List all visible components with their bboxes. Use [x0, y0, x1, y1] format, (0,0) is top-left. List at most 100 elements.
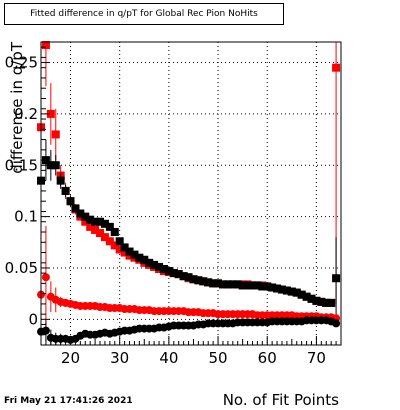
data-point — [86, 222, 95, 231]
data-point — [258, 282, 267, 291]
data-point — [71, 204, 80, 213]
data-point — [46, 161, 55, 170]
y-tick-label: 0.05 — [5, 259, 38, 277]
data-point — [140, 255, 149, 264]
grid — [41, 42, 341, 345]
x-tick-label: 20 — [61, 349, 80, 367]
data-point — [105, 237, 114, 246]
data-point — [194, 276, 203, 285]
x-tick-label: 50 — [209, 349, 228, 367]
data-point — [96, 229, 105, 238]
data-point — [179, 272, 188, 281]
data-point — [130, 250, 139, 259]
data-point — [91, 225, 100, 234]
data-point — [150, 260, 159, 269]
data-point — [135, 253, 144, 262]
data-point — [268, 283, 277, 292]
data-point — [327, 298, 336, 307]
data-point — [110, 241, 119, 250]
data-point — [115, 237, 124, 246]
data-point — [322, 298, 331, 307]
data-point — [292, 288, 301, 297]
data-point — [233, 280, 242, 289]
y-tick-label: 0.15 — [5, 156, 38, 174]
data-point — [169, 269, 178, 278]
data-point — [248, 281, 257, 290]
data-point — [100, 219, 109, 228]
data-point — [120, 248, 129, 257]
data-point — [96, 217, 105, 226]
data-point — [184, 273, 193, 282]
plot-frame — [40, 41, 342, 346]
data-point — [125, 247, 134, 256]
data-point — [91, 217, 100, 226]
chart-title-box: Fitted difference in q/pT for Global Rec… — [4, 3, 284, 25]
data-point — [41, 41, 50, 50]
data-point — [81, 217, 90, 226]
data-point — [238, 281, 247, 290]
data-point — [164, 267, 173, 276]
data-point — [81, 212, 90, 221]
data-point — [86, 215, 95, 224]
data-point — [297, 290, 306, 299]
data-point — [287, 287, 296, 296]
data-point — [317, 297, 326, 306]
series-3 — [37, 316, 341, 345]
data-point — [120, 243, 129, 252]
data-point — [302, 292, 311, 301]
data-point — [209, 279, 218, 288]
y-tick-label: 0 — [28, 310, 38, 328]
data-point — [204, 278, 213, 287]
data-point — [218, 280, 227, 289]
data-point — [61, 186, 70, 195]
x-axis-title: No. of Fit Points — [223, 391, 339, 409]
data-point — [282, 286, 291, 295]
data-point — [125, 251, 134, 260]
data-point — [199, 277, 208, 286]
data-point — [56, 176, 65, 185]
data-point — [273, 284, 282, 293]
data-point — [263, 282, 272, 291]
data-point — [110, 228, 119, 237]
data-layer — [37, 41, 341, 345]
data-point — [332, 319, 341, 328]
x-tick-label: 30 — [110, 349, 129, 367]
data-point — [145, 258, 154, 267]
data-point — [76, 209, 85, 218]
data-point — [189, 275, 198, 284]
chart-title: Fitted difference in q/pT for Global Rec… — [30, 9, 258, 19]
data-point — [115, 245, 124, 254]
data-point — [243, 281, 252, 290]
x-tick-label: 40 — [159, 349, 178, 367]
y-tick-label: 0.25 — [5, 54, 38, 72]
data-point — [307, 294, 316, 303]
data-point — [51, 130, 60, 139]
data-point — [332, 63, 341, 72]
timestamp: Fri May 21 17:41:26 2021 — [4, 396, 133, 406]
data-point — [223, 280, 232, 289]
x-tick-label: 60 — [258, 349, 277, 367]
y-axis-title: difference in q/pT — [8, 41, 26, 174]
data-point — [214, 279, 223, 288]
data-point — [159, 264, 168, 273]
data-point — [228, 280, 237, 289]
y-tick-label: 0.1 — [14, 208, 38, 226]
data-point — [174, 270, 183, 279]
data-point — [312, 296, 321, 305]
series-0 — [37, 41, 341, 307]
data-point — [155, 262, 164, 271]
data-point — [51, 161, 60, 170]
data-point — [105, 222, 114, 231]
data-point — [41, 326, 50, 335]
data-point — [66, 197, 75, 206]
y-tick-label: 0.2 — [14, 105, 38, 123]
data-point — [100, 233, 109, 242]
data-point — [46, 109, 55, 118]
x-tick-label: 70 — [307, 349, 326, 367]
data-point — [332, 274, 341, 283]
data-point — [253, 281, 262, 290]
axis-ticks: 20 30 40 50 60 70 0 0.05 0.1 0.15 0.2 0.25 — [5, 46, 342, 367]
data-point — [277, 285, 286, 294]
series-1 — [37, 139, 341, 320]
